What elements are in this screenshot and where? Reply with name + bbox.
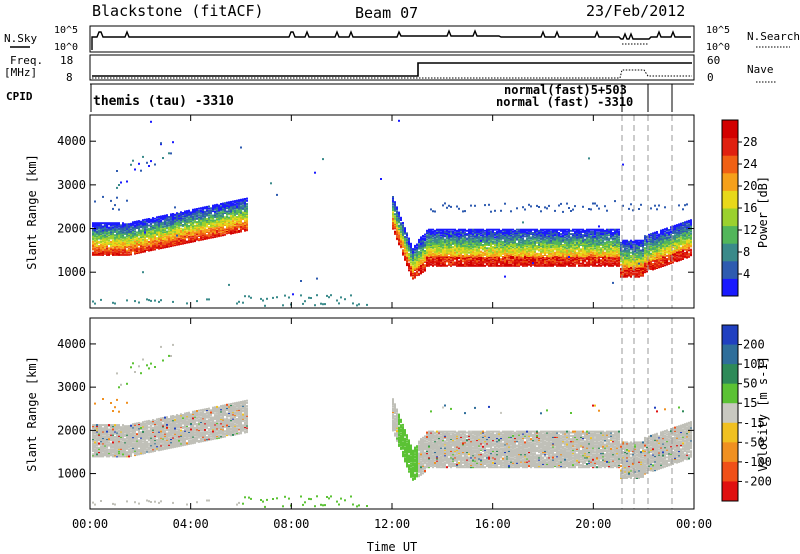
date-title: 23/Feb/2012 [586, 2, 685, 20]
nave-trace [92, 69, 692, 79]
time-xtick-label: 00:00 [676, 517, 712, 531]
vel-ytick-label: 3000 [57, 380, 86, 394]
nsearch-label: N.Search [747, 30, 800, 43]
velocity-dashed-lines [621, 318, 673, 509]
colorbar-segment [722, 190, 738, 209]
colorbar-segment [722, 325, 738, 346]
nave-tick-high: 60 [707, 54, 720, 67]
colorbar-segment [722, 364, 738, 385]
vel-ytick-label: 4000 [57, 337, 86, 351]
power-ytick-label: 2000 [57, 222, 86, 236]
colorbar-segment [722, 344, 738, 365]
colorbar-segment [722, 461, 738, 482]
cpid-entry-themis: themis (tau) -3310 [93, 94, 234, 109]
power-dashed-lines [621, 115, 673, 308]
beam-title: Beam 07 [355, 4, 418, 22]
freq-unit-label: [MHz] [4, 66, 37, 79]
colorbar-tick-label: -200 [743, 474, 772, 488]
velocity-panel: 1000 2000 3000 4000 Slant Range [km] [25, 317, 695, 510]
power-colorbar: 4 8 12 16 20 24 28 [721, 119, 757, 297]
time-xtick-label: 16:00 [475, 517, 511, 531]
power-colorbar-label: Power [dB] [756, 176, 770, 248]
vel-ytick-label: 2000 [57, 423, 86, 437]
colorbar-tick-label: 12 [743, 223, 757, 237]
colorbar-frame [721, 324, 739, 502]
colorbar-tick-label: 8 [743, 245, 750, 259]
colorbar-segment [722, 422, 738, 443]
nave-label: Nave [747, 63, 774, 76]
colorbar-segment [722, 481, 738, 502]
freq-label: Freq. [10, 54, 43, 67]
time-xtick-label: 20:00 [575, 517, 611, 531]
power-ylabel: Slant Range [km] [25, 154, 39, 270]
colorbar-segment [722, 383, 738, 404]
time-xtick-label: 08:00 [273, 517, 309, 531]
nsky-trace [91, 29, 691, 50]
colorbar-segment [722, 243, 738, 262]
power-ytick-label: 1000 [57, 265, 86, 279]
time-xtick-label: 04:00 [173, 517, 209, 531]
colorbar-tick-label: -50 [743, 435, 765, 449]
colorbar-segment [722, 225, 738, 244]
colorbar-tick-label: 28 [743, 135, 757, 149]
velocity-scatter-pixels [92, 343, 692, 508]
colorbar-tick-label: 4 [743, 267, 750, 281]
colorbar-tick-label: -100 [743, 455, 772, 469]
noise-tick-high-left: 10^5 [54, 25, 78, 36]
freq-tick-high: 18 [60, 54, 73, 67]
nave-tick-low: 0 [707, 71, 714, 84]
colorbar-segment [722, 278, 738, 297]
time-xlabel: Time UT [367, 540, 418, 554]
freq-trace [92, 62, 692, 77]
power-y-axis: 1000 2000 3000 4000 [57, 134, 694, 279]
time-xtick-label: 12:00 [374, 517, 410, 531]
colorbar-tick-label: -15 [743, 416, 765, 430]
velocity-y-axis: 1000 2000 3000 4000 [57, 337, 694, 481]
station-title: Blackstone (fitACF) [92, 2, 264, 20]
time-x-axis: 00:00 04:00 08:00 12:00 16:00 20:00 00:00 [72, 115, 712, 531]
noise-tick-low-left: 10^0 [54, 42, 78, 53]
noise-tick-low-right: 10^0 [706, 42, 730, 53]
time-xtick-label: 00:00 [72, 517, 108, 531]
velocity-colorbar-label: Velocity [m s-1] [756, 356, 770, 472]
cpid-entry-normal-fast-503: normal(fast)5+503 [504, 83, 627, 97]
colorbar-segment [722, 208, 738, 227]
colorbar-segment [722, 260, 738, 279]
colorbar-segment [722, 155, 738, 174]
cpid-entry-normal-fast: normal (fast) -3310 [496, 95, 633, 109]
colorbar-tick-label: 15 [743, 396, 757, 410]
power-ytick-label: 4000 [57, 134, 86, 148]
colorbar-tick-label: 200 [743, 338, 765, 352]
colorbar-tick-label: 16 [743, 201, 757, 215]
power-ytick-label: 3000 [57, 178, 86, 192]
vel-ytick-label: 1000 [57, 467, 86, 481]
velocity-colorbar: 200 100 50 15 -15 -50 -100 -200 [721, 324, 772, 502]
colorbar-tick-label: 24 [743, 157, 757, 171]
colorbar-segment [722, 137, 738, 156]
power-scatter-pixels [92, 119, 692, 307]
velocity-ylabel: Slant Range [km] [25, 356, 39, 472]
colorbar-segment [722, 403, 738, 424]
colorbar-segment [722, 120, 738, 139]
noise-tick-high-right: 10^5 [706, 25, 730, 36]
colorbar-segment [722, 442, 738, 463]
cpid-label: CPID [6, 90, 33, 103]
colorbar-tick-label: 50 [743, 377, 757, 391]
nsky-label: N.Sky [4, 32, 37, 45]
colorbar-tick-label: 20 [743, 179, 757, 193]
colorbar-tick-label: 100 [743, 357, 765, 371]
freq-panel-frame [89, 54, 695, 81]
colorbar-segment [722, 172, 738, 191]
noise-panel-frame [89, 25, 695, 53]
power-panel: 1000 2000 3000 4000 Slant Range [km] [25, 114, 695, 309]
freq-tick-low: 8 [66, 71, 73, 84]
